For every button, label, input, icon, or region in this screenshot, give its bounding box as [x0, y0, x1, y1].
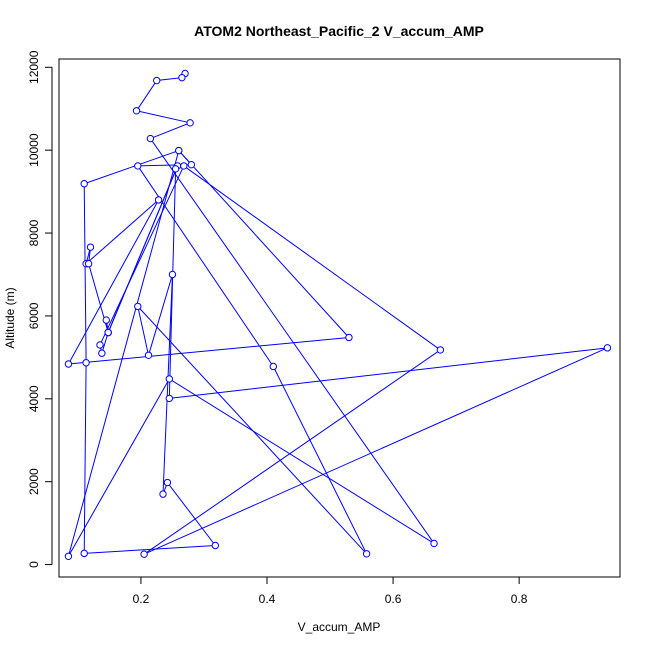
data-point [168, 270, 177, 279]
series-segment [178, 150, 350, 338]
series-segment [136, 110, 191, 124]
x-axis-label: V_accum_AMP [298, 620, 381, 634]
series-segment [168, 168, 177, 399]
data-point [134, 302, 142, 311]
x-axis: 0.2 0.4 0.6 0.8 [133, 576, 528, 606]
data-point [82, 359, 90, 367]
series-segment [85, 199, 159, 265]
series-segment [143, 347, 608, 555]
series-segment [183, 165, 441, 351]
chart-title: ATOM2 Northeast_Pacific_2 V_accum_AMP [194, 23, 484, 39]
data-point [64, 360, 73, 368]
data-point [146, 134, 155, 143]
series-segment [107, 165, 178, 333]
series-segment [84, 150, 179, 185]
data-point [102, 316, 110, 324]
y-axis: 0 2000 4000 6000 8000 10000 12000 [27, 50, 53, 568]
data-point [96, 341, 104, 349]
data-point [269, 362, 278, 371]
data-point [436, 346, 445, 354]
y-tick-label: 0 [27, 561, 41, 568]
x-tick-label: 0.6 [385, 592, 402, 606]
series-segment [148, 274, 173, 356]
data-point [430, 539, 438, 548]
y-tick-label: 6000 [27, 302, 41, 329]
data-point [80, 180, 88, 188]
data-point [132, 107, 141, 115]
data-point [165, 394, 174, 403]
series-points [64, 69, 612, 560]
series-segment [83, 362, 87, 554]
series-segment [167, 482, 216, 546]
data-point [345, 333, 353, 342]
y-tick-label: 12000 [27, 50, 41, 84]
series-lines [67, 73, 608, 557]
data-point [153, 76, 161, 85]
data-point [211, 541, 220, 550]
y-axis-label: Altitude (m) [3, 287, 17, 348]
data-point [84, 260, 93, 268]
data-point [187, 160, 196, 169]
data-point [165, 375, 174, 383]
data-point [186, 119, 194, 127]
series-segment [169, 378, 435, 544]
data-point [144, 351, 153, 359]
data-point [80, 549, 88, 558]
data-point [86, 243, 95, 251]
x-tick-label: 0.2 [133, 592, 150, 606]
series-segment [99, 165, 185, 346]
y-tick-label: 4000 [27, 385, 41, 412]
data-point [64, 552, 73, 560]
series-segment [137, 165, 274, 367]
series-segment [156, 77, 182, 82]
data-point [159, 490, 167, 498]
data-point [98, 349, 106, 357]
data-point [178, 73, 186, 82]
series-segment [84, 545, 216, 554]
data-point [362, 550, 371, 558]
series-segment [169, 347, 608, 399]
x-tick-label: 0.4 [259, 592, 276, 606]
series-segment [83, 183, 87, 363]
series-segment [68, 199, 160, 365]
data-point [104, 328, 112, 337]
data-point [154, 196, 163, 204]
series-segment [68, 378, 170, 557]
y-tick-label: 8000 [27, 219, 41, 246]
series-segment [136, 80, 158, 112]
series-segment [143, 349, 441, 555]
series-segment [272, 366, 368, 555]
data-point [180, 162, 188, 170]
data-point [140, 550, 148, 558]
series-segment [162, 274, 173, 495]
data-point [163, 478, 172, 487]
data-point [134, 162, 142, 170]
series-segment [67, 150, 180, 557]
data-point [603, 344, 612, 352]
y-tick-label: 10000 [27, 133, 41, 167]
data-point [171, 165, 180, 173]
x-tick-label: 0.8 [511, 592, 528, 606]
series-segment [150, 122, 191, 140]
series-segment [149, 138, 435, 544]
series-segment [68, 336, 350, 365]
y-tick-label: 2000 [27, 468, 41, 495]
series-segment [137, 306, 367, 555]
data-point [175, 146, 183, 155]
series-segment [137, 306, 149, 356]
